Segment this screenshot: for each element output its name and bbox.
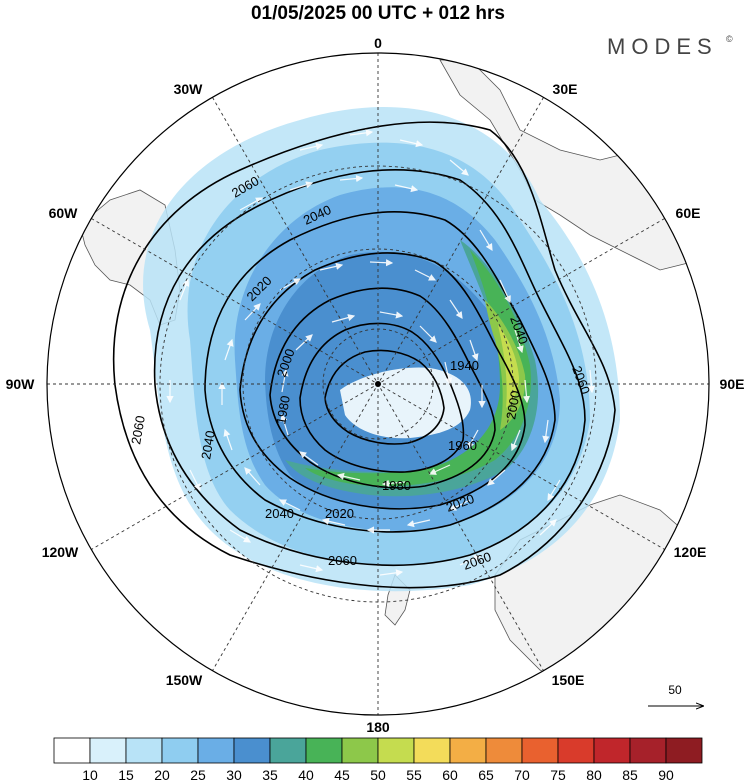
brand-logo: MODES © (607, 34, 733, 59)
contour-label: 1940 (450, 358, 479, 373)
colorbar-tick-label: 70 (514, 767, 530, 782)
contour-label: 1980 (382, 478, 411, 493)
longitude-label: 120E (674, 544, 707, 560)
longitude-label: 120W (42, 544, 79, 560)
colorbar-swatch (197, 737, 235, 764)
colorbar-swatch (125, 737, 163, 764)
colorbar-tick-label: 85 (622, 767, 638, 782)
colorbar-swatch (629, 737, 667, 764)
colorbar-tick-label: 20 (154, 767, 170, 782)
colorbar-swatch (269, 737, 307, 764)
contour-label: 2040 (265, 506, 294, 521)
contour-label: 2020 (325, 506, 354, 521)
brand-mark: © (726, 34, 733, 44)
colorbar-swatch (485, 737, 523, 764)
longitude-label: 30E (553, 81, 578, 97)
longitude-label: 150W (166, 672, 203, 688)
colorbar-tick-label: 40 (298, 767, 314, 782)
longitude-label: 180 (366, 719, 390, 735)
colorbar-swatch (521, 737, 559, 764)
colorbar-swatch (449, 737, 487, 764)
reference-vector-label: 50 (668, 683, 682, 697)
contour-label: 2060 (128, 414, 148, 445)
colorbar-swatch (161, 737, 199, 764)
colorbar-swatch (593, 737, 631, 764)
colorbar-tick-label: 75 (550, 767, 566, 782)
map-title: 01/05/2025 00 UTC + 012 hrs (251, 3, 505, 24)
polar-map: 1940 1960 1980 1980 2000 2000 2020 2020 … (6, 35, 745, 735)
colorbar-tick-label: 60 (442, 767, 458, 782)
colorbar-tick-label: 55 (406, 767, 422, 782)
colorbar-swatch (557, 737, 595, 764)
longitude-label: 60W (49, 205, 79, 221)
colorbar-swatch (377, 737, 415, 764)
colorbar-tick-label: 25 (190, 767, 206, 782)
reference-vector: 50 (648, 683, 703, 706)
colorbar-swatch (89, 737, 127, 764)
colorbar-tick-label: 30 (226, 767, 242, 782)
colorbar-tick-label: 90 (658, 767, 674, 782)
wind-vectors (166, 129, 596, 577)
colorbar-swatch (233, 737, 271, 764)
longitude-label: 30W (174, 81, 204, 97)
colorbar-tick-label: 65 (478, 767, 494, 782)
longitude-label: 90W (6, 376, 36, 392)
colorbar-swatch (341, 737, 379, 764)
contour-label: 2040 (198, 429, 218, 460)
longitude-label: 0 (374, 35, 382, 51)
colorbar-tick-label: 10 (82, 767, 98, 782)
contour-label: 1960 (448, 438, 477, 453)
colorbar-tick-label: 15 (118, 767, 134, 782)
brand-name: MODES (607, 34, 718, 59)
pole-marker (375, 381, 381, 387)
colorbar-swatch (53, 737, 91, 764)
colorbar-tick-label: 80 (586, 767, 602, 782)
colorbar-tick-label: 45 (334, 767, 350, 782)
longitude-label: 150E (552, 672, 585, 688)
contour-label: 1980 (273, 394, 293, 425)
colorbar-swatch (413, 737, 451, 764)
colorbar-tick-label: 35 (262, 767, 278, 782)
contour-label: 2060 (328, 553, 357, 568)
colorbar: 10 15 20 25 30 35 40 45 50 55 60 65 70 75 80 85 90 (53, 737, 703, 782)
longitude-label: 60E (676, 205, 701, 221)
contour-label: 2000 (503, 389, 523, 420)
colorbar-swatch (305, 737, 343, 764)
map-boundary (46, 52, 710, 716)
longitude-label-group: 0 30E 60E 90E 120E 150E 180 150W 120W 90… (6, 35, 745, 735)
longitude-label: 90E (720, 376, 745, 392)
colorbar-swatch (665, 737, 703, 764)
colorbar-tick-label: 50 (370, 767, 386, 782)
